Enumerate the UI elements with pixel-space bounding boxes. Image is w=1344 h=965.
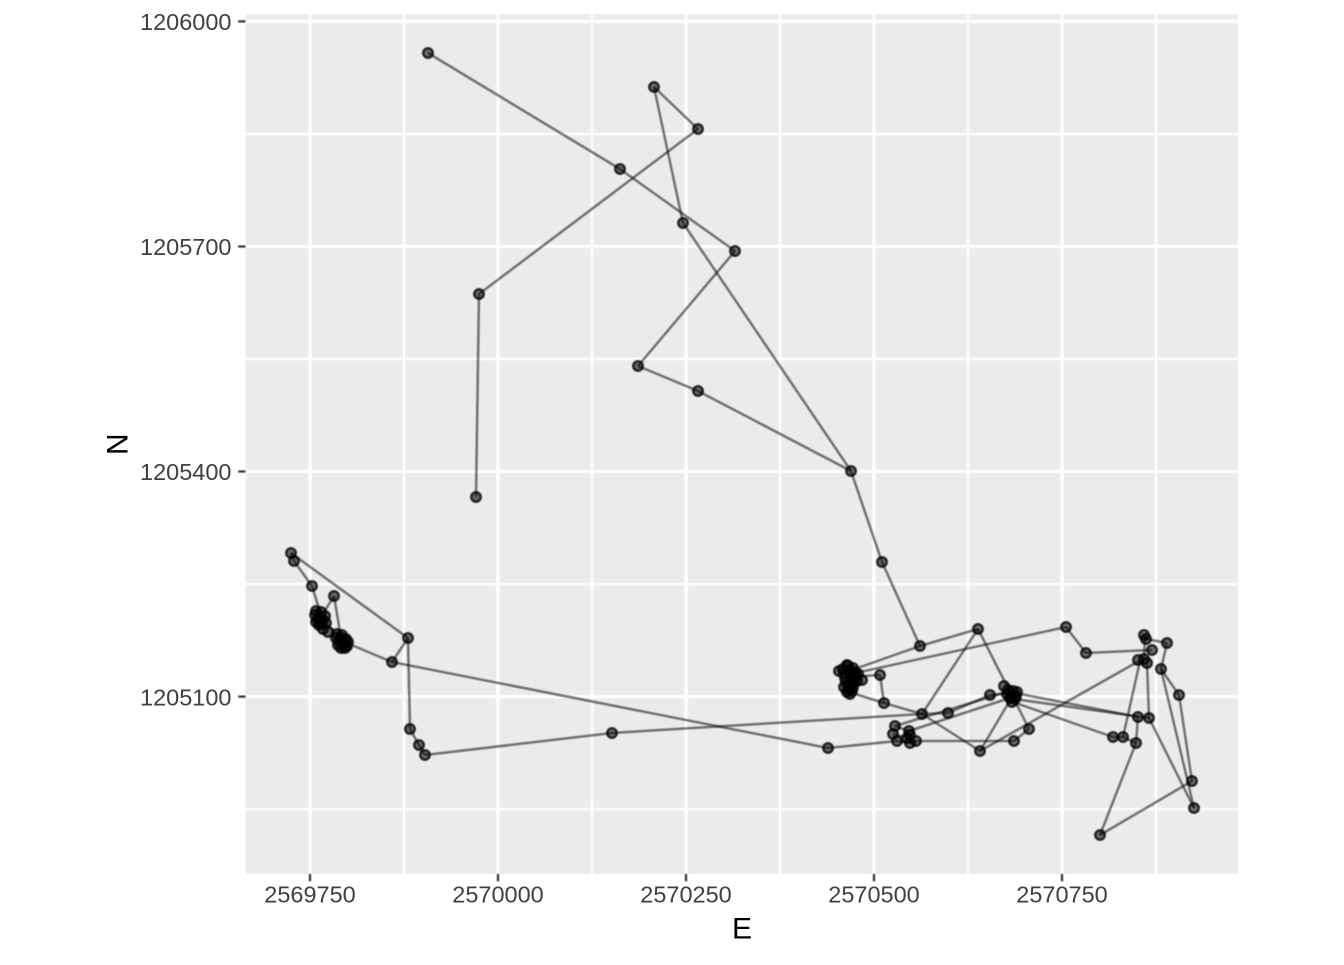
svg-text:2570000: 2570000 bbox=[452, 882, 544, 908]
svg-text:1205100: 1205100 bbox=[140, 684, 232, 710]
svg-text:1205400: 1205400 bbox=[140, 459, 232, 485]
svg-text:2570500: 2570500 bbox=[828, 882, 920, 908]
svg-text:2570250: 2570250 bbox=[640, 882, 732, 908]
svg-text:N: N bbox=[101, 433, 134, 455]
svg-text:1206000: 1206000 bbox=[140, 9, 232, 35]
svg-text:2570750: 2570750 bbox=[1016, 882, 1108, 908]
svg-text:1205700: 1205700 bbox=[140, 234, 232, 260]
svg-text:2569750: 2569750 bbox=[264, 882, 356, 908]
svg-text:E: E bbox=[732, 913, 752, 946]
